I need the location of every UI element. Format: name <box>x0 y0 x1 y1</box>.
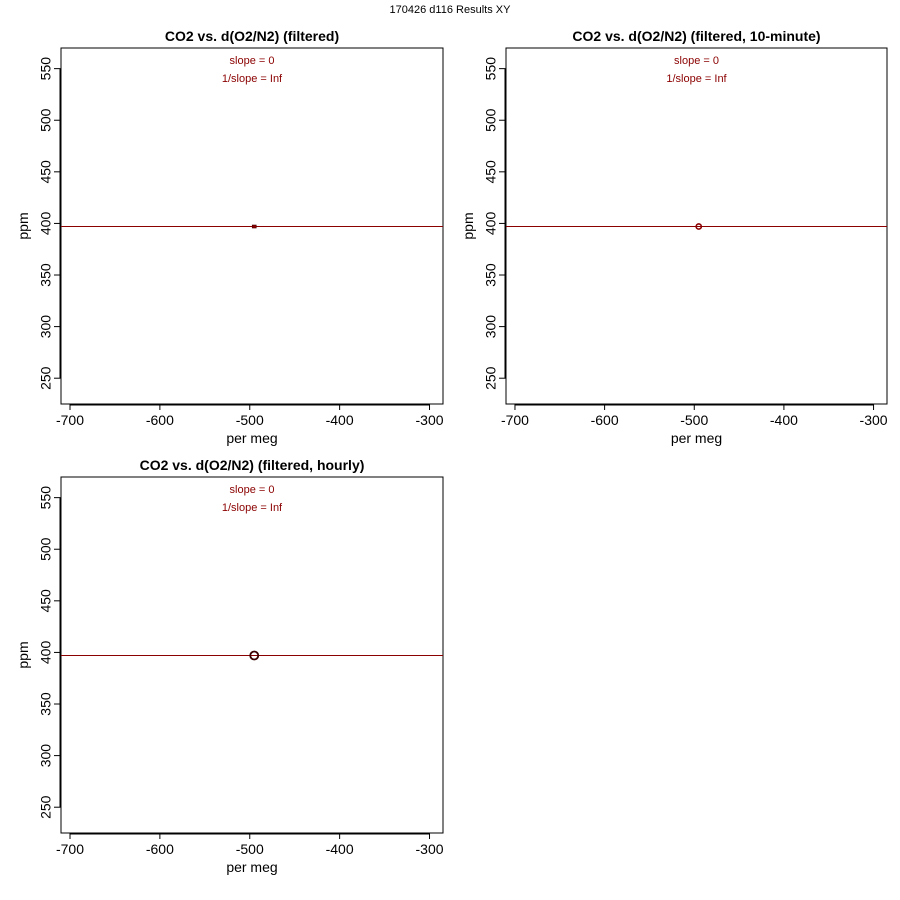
chart-1-y-tick-label: 300 <box>38 315 54 339</box>
chart-1-y-tick-label: 450 <box>38 160 54 184</box>
chart-1-x-tick-label: -400 <box>326 412 354 428</box>
chart-3-x-tick-label: -600 <box>146 841 174 857</box>
chart-2-annotation-1: slope = 0 <box>674 55 719 67</box>
chart-3-data-point <box>249 650 260 661</box>
chart-2-x-tick-label: -500 <box>680 412 708 428</box>
chart-1-y-tick-label: 350 <box>38 263 54 287</box>
chart-1-x-tick-label: -300 <box>416 412 444 428</box>
chart-1-y-tick-label: 550 <box>38 57 54 81</box>
chart-1-plot-frame <box>60 47 444 405</box>
chart-2-plot-frame <box>505 47 888 405</box>
chart-3-x-tick-label: -500 <box>236 841 264 857</box>
chart-2-x-tick-label: -300 <box>860 412 888 428</box>
chart-2-y-tick-label: 250 <box>483 366 499 390</box>
chart-2-annotation-2: 1/slope = Inf <box>666 73 727 85</box>
chart-1-x-tick-label: -700 <box>56 412 84 428</box>
chart-3-y-tick-label: 500 <box>38 537 54 561</box>
chart-3-y-tick-label: 450 <box>38 589 54 613</box>
chart-2-x-tick-label: -600 <box>591 412 619 428</box>
chart-1-y-tick-label: 250 <box>38 366 54 390</box>
chart-3-y-tick-label: 550 <box>38 486 54 510</box>
chart-3-annotation-1: slope = 0 <box>230 484 275 496</box>
chart-1-x-tick-label: -600 <box>146 412 174 428</box>
chart-3-x-tick-label: -400 <box>326 841 354 857</box>
chart-1-x-tick-label: -500 <box>236 412 264 428</box>
chart-2-y-tick-label: 450 <box>483 160 499 184</box>
chart-3-y-tick-label: 350 <box>38 692 54 716</box>
chart-2-data-point <box>695 223 703 230</box>
chart-3-plot-frame <box>60 476 444 834</box>
chart-3-title: CO2 vs. d(O2/N2) (filtered, hourly) <box>140 457 365 473</box>
chart-1-y-tick-label: 500 <box>38 108 54 132</box>
chart-1-annotation-2: 1/slope = Inf <box>222 73 283 85</box>
chart-2-y-tick-label: 500 <box>483 108 499 132</box>
chart-3-y-tick-label: 300 <box>38 744 54 768</box>
chart-3-y-tick-label: 400 <box>38 641 54 665</box>
chart-2-x-axis-label: per meg <box>671 430 722 446</box>
chart-2-x-tick-label: -700 <box>501 412 529 428</box>
chart-2-title: CO2 vs. d(O2/N2) (filtered, 10-minute) <box>572 28 820 44</box>
chart-1-y-axis-label: ppm <box>15 212 31 239</box>
chart-2-y-tick-label: 400 <box>483 212 499 236</box>
chart-2-y-tick-label: 350 <box>483 263 499 287</box>
chart-3-y-axis-label: ppm <box>15 641 31 668</box>
chart-2-y-axis-label: ppm <box>460 212 476 239</box>
chart-3-y-tick-label: 250 <box>38 795 54 819</box>
chart-1-x-axis-label: per meg <box>226 430 277 446</box>
chart-3-x-tick-label: -300 <box>416 841 444 857</box>
chart-3-x-tick-label: -700 <box>56 841 84 857</box>
chart-3-x-axis-label: per meg <box>226 859 277 875</box>
chart-1-annotation-1: slope = 0 <box>230 55 275 67</box>
chart-2-x-tick-label: -400 <box>770 412 798 428</box>
chart-1-data-point <box>251 224 257 229</box>
chart-3-annotation-2: 1/slope = Inf <box>222 502 283 514</box>
chart-1-title: CO2 vs. d(O2/N2) (filtered) <box>165 28 339 44</box>
page-title: 170426 d116 Results XY <box>389 4 511 16</box>
chart-2-y-tick-label: 300 <box>483 315 499 339</box>
chart-1-y-tick-label: 400 <box>38 212 54 236</box>
chart-2-y-tick-label: 550 <box>483 57 499 81</box>
